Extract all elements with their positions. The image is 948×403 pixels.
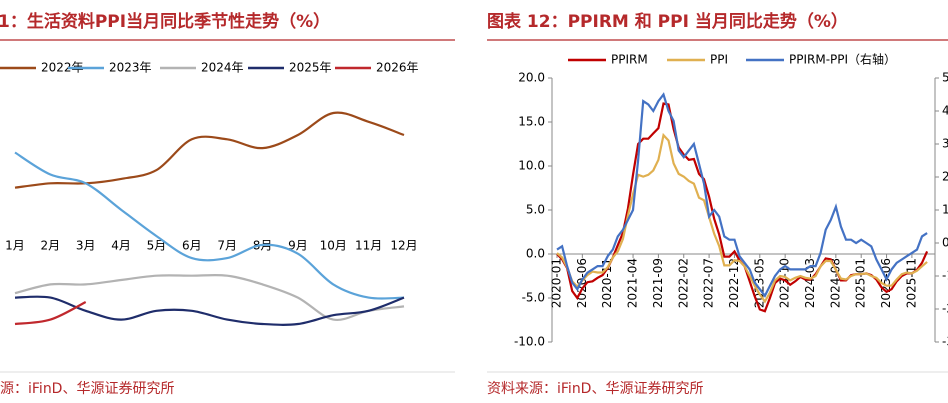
x-tick-label: 7月	[217, 239, 237, 253]
y-tick-label: -5.0	[522, 291, 545, 305]
y2-tick-label: -2	[942, 302, 948, 316]
x-tick-label: 2023-05	[752, 258, 766, 308]
x-tick-label: 2021-04	[626, 258, 640, 308]
legend-label: 2023年	[109, 61, 152, 75]
series-line	[14, 273, 405, 322]
y2-tick-label: 0	[942, 236, 948, 250]
x-tick-label: 3月	[76, 239, 96, 253]
legend-label: PPI	[710, 53, 728, 67]
series-line	[14, 151, 405, 300]
chart-title: 图表 12：PPIRM 和 PPI 当月同比走势（%）	[487, 11, 848, 32]
x-tick-label: 10月	[320, 239, 347, 253]
y-tick-label: 20.0	[518, 71, 545, 85]
y2-tick-label: 2	[942, 170, 948, 184]
y-tick-label: 15.0	[518, 115, 545, 129]
x-tick-label: 2025-01	[854, 258, 868, 308]
x-tick-label: 12月	[390, 239, 417, 253]
y2-tick-label: -1	[942, 269, 948, 283]
y-tick-label: 0.0	[526, 247, 545, 261]
legend-label: 2026年	[376, 61, 419, 75]
y2-tick-label: 4	[942, 104, 948, 118]
x-tick-label: 2022-12	[727, 258, 741, 308]
y2-tick-label: -3	[942, 335, 948, 349]
x-tick-label: 2024-08	[828, 258, 842, 308]
legend-label: 2022年	[41, 61, 84, 75]
legend-label: PPIRM-PPI（右轴）	[789, 52, 896, 67]
x-tick-label: 2022-07	[702, 258, 716, 308]
legend-label: PPIRM	[611, 53, 648, 67]
y2-tick-label: 5	[942, 71, 948, 85]
x-tick-label: 1月	[5, 239, 25, 253]
x-tick-label: 6月	[182, 239, 202, 253]
x-tick-label: 2月	[41, 239, 61, 253]
y2-tick-label: 3	[942, 137, 948, 151]
x-tick-label: 2021-09	[651, 258, 665, 308]
y-tick-label: 10.0	[518, 159, 545, 173]
x-tick-label: 2023-10	[778, 258, 792, 308]
x-tick-label: 2024-03	[803, 258, 817, 308]
legend-label: 2024年	[201, 61, 244, 75]
legend-label: 2025年	[289, 61, 332, 75]
x-tick-label: 2020-01	[550, 258, 564, 308]
series-line	[556, 132, 928, 304]
chart-title: 1：生活资料PPI当月同比季节性走势（%）	[0, 11, 330, 32]
y-tick-label: -10.0	[514, 335, 545, 349]
x-tick-label: 11月	[355, 239, 382, 253]
series-line	[14, 111, 405, 189]
x-tick-label: 2022-02	[676, 258, 690, 308]
series-line	[556, 92, 928, 298]
x-tick-label: 5月	[147, 239, 167, 253]
y2-tick-label: 1	[942, 203, 948, 217]
x-tick-label: 2025-11	[904, 258, 918, 308]
series-line	[14, 301, 87, 326]
source-note: 源：iFinD、华源证券研究所	[0, 381, 174, 397]
x-tick-label: 4月	[111, 239, 131, 253]
y-tick-label: 5.0	[526, 203, 545, 217]
source-note: 资料来源：iFinD、华源证券研究所	[487, 381, 703, 397]
x-tick-label: 9月	[288, 239, 308, 253]
series-line	[14, 295, 405, 326]
